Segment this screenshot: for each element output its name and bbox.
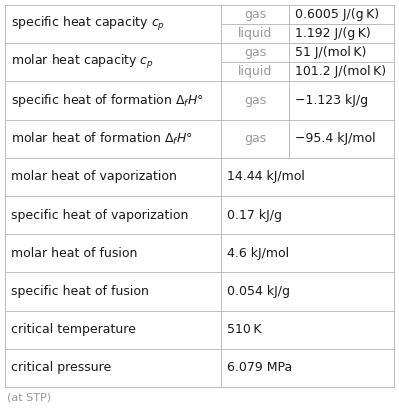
Text: liquid: liquid	[238, 65, 272, 79]
Text: 101.2 J/(mol K): 101.2 J/(mol K)	[295, 65, 386, 79]
Text: molar heat of fusion: molar heat of fusion	[11, 247, 137, 260]
Text: specific heat of formation $\Delta_f H\degree$: specific heat of formation $\Delta_f H\d…	[11, 92, 204, 109]
Text: 14.44 kJ/mol: 14.44 kJ/mol	[227, 171, 305, 183]
Text: specific heat of vaporization: specific heat of vaporization	[11, 209, 188, 222]
Text: gas: gas	[244, 46, 266, 59]
Text: 0.17 kJ/g: 0.17 kJ/g	[227, 209, 282, 222]
Text: (at STP): (at STP)	[7, 393, 51, 403]
Text: 4.6 kJ/mol: 4.6 kJ/mol	[227, 247, 289, 260]
Text: liquid: liquid	[238, 27, 272, 40]
Text: molar heat of formation $\Delta_f H\degree$: molar heat of formation $\Delta_f H\degr…	[11, 130, 193, 147]
Text: 1.192 J/(g K): 1.192 J/(g K)	[295, 27, 371, 40]
Text: specific heat of fusion: specific heat of fusion	[11, 285, 149, 298]
Text: molar heat of vaporization: molar heat of vaporization	[11, 171, 177, 183]
Text: −1.123 kJ/g: −1.123 kJ/g	[295, 94, 368, 107]
Text: −95.4 kJ/mol: −95.4 kJ/mol	[295, 132, 375, 145]
Text: gas: gas	[244, 8, 266, 21]
Text: 6.079 MPa: 6.079 MPa	[227, 362, 292, 374]
Text: critical temperature: critical temperature	[11, 323, 136, 336]
Text: critical pressure: critical pressure	[11, 362, 111, 374]
Text: 0.054 kJ/g: 0.054 kJ/g	[227, 285, 290, 298]
Text: 51 J/(mol K): 51 J/(mol K)	[295, 46, 366, 59]
Text: specific heat capacity $c_p$: specific heat capacity $c_p$	[11, 15, 165, 33]
Text: molar heat capacity $c_p$: molar heat capacity $c_p$	[11, 53, 154, 71]
Text: 510 K: 510 K	[227, 323, 261, 336]
Text: 0.6005 J/(g K): 0.6005 J/(g K)	[295, 8, 379, 21]
Text: gas: gas	[244, 94, 266, 107]
Text: gas: gas	[244, 132, 266, 145]
